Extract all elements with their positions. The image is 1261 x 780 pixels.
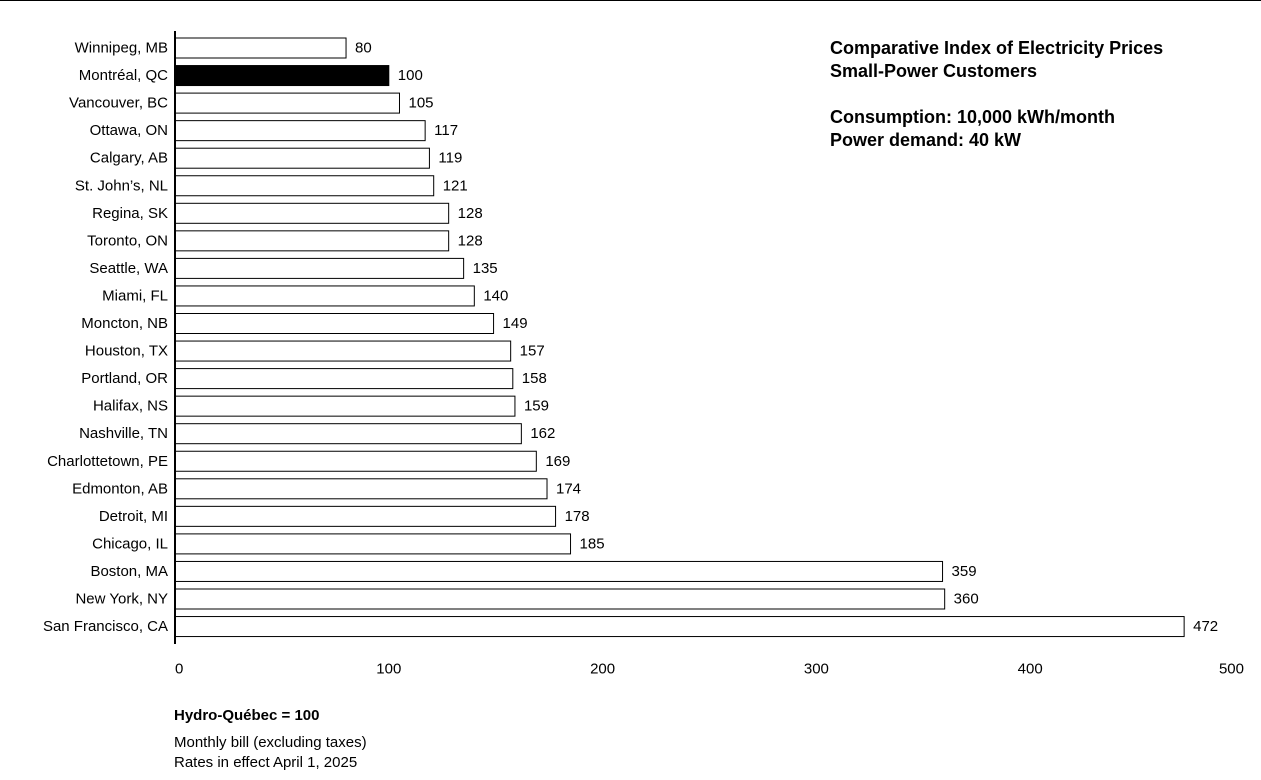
bar-chicago-il xyxy=(174,533,572,555)
bar-montreal-qc xyxy=(174,65,390,87)
category-label-toronto-on: Toronto, ON xyxy=(87,232,168,249)
footer-line-rates: Rates in effect April 1, 2025 xyxy=(174,754,358,771)
value-label-san-francisco-ca: 472 xyxy=(1193,618,1218,635)
value-label-chicago-il: 185 xyxy=(580,535,605,552)
bar-ottawa-on xyxy=(174,120,426,142)
bar-nashville-tn xyxy=(174,423,522,445)
x-tick-labels: 0 100 200 300 400 500 xyxy=(175,661,1244,678)
value-label-houston-tx: 157 xyxy=(520,343,545,360)
category-label-vancouver-bc: Vancouver, BC xyxy=(69,95,168,112)
category-label-montreal-qc: Montréal, QC xyxy=(79,67,168,84)
bars-group xyxy=(174,37,1185,638)
category-label-halifax-ns: Halifax, NS xyxy=(93,398,168,415)
value-label-nashville-tn: 162 xyxy=(530,425,555,442)
value-label-new-york-ny: 360 xyxy=(954,591,979,608)
bar-boston-ma xyxy=(174,560,944,582)
bar-san-francisco-ca xyxy=(174,616,1185,638)
category-label-new-york-ny: New York, NY xyxy=(75,591,168,608)
value-label-charlottetown-pe: 169 xyxy=(545,453,570,470)
bar-regina-sk xyxy=(174,202,450,224)
value-label-miami-fl: 140 xyxy=(483,287,508,304)
category-label-miami-fl: Miami, FL xyxy=(102,287,168,304)
bar-moncton-nb xyxy=(174,313,495,334)
value-label-toronto-on: 128 xyxy=(458,232,483,249)
x-tick-label-300: 300 xyxy=(804,661,829,678)
bar-new-york-ny xyxy=(174,588,946,610)
category-label-portland-or: Portland, OR xyxy=(81,370,168,387)
value-label-ottawa-on: 117 xyxy=(434,122,458,139)
category-label-san-francisco-ca: San Francisco, CA xyxy=(43,618,168,635)
bar-halifax-ns xyxy=(174,395,516,417)
value-label-vancouver-bc: 105 xyxy=(408,95,433,112)
chart-title-block: Comparative Index of Electricity Prices … xyxy=(830,37,1258,152)
value-label-portland-or: 158 xyxy=(522,370,547,387)
value-label-st-john-s-nl: 121 xyxy=(443,177,468,194)
x-tick-label-400: 400 xyxy=(1018,661,1043,678)
x-tick-label-0: 0 xyxy=(175,661,183,678)
bar-charlottetown-pe xyxy=(174,450,537,472)
x-tick-label-200: 200 xyxy=(590,661,615,678)
category-label-winnipeg-mb: Winnipeg, MB xyxy=(75,40,168,57)
category-label-houston-tx: Houston, TX xyxy=(85,343,168,360)
category-label-moncton-nb: Moncton, NB xyxy=(81,315,168,332)
category-label-charlottetown-pe: Charlottetown, PE xyxy=(47,453,168,470)
value-label-detroit-mi: 178 xyxy=(565,508,590,525)
footer-line-bill: Monthly bill (excluding taxes) xyxy=(174,734,367,751)
category-label-ottawa-on: Ottawa, ON xyxy=(90,122,168,139)
category-label-seattle-wa: Seattle, WA xyxy=(89,260,168,277)
category-label-nashville-tn: Nashville, TN xyxy=(79,425,168,442)
chart-subtitle: Small-Power Customers xyxy=(830,61,1038,81)
value-label-winnipeg-mb: 80 xyxy=(355,40,372,57)
value-label-boston-ma: 359 xyxy=(952,563,977,580)
category-label-st-john-s-nl: St. John’s, NL xyxy=(75,177,168,194)
value-label-seattle-wa: 135 xyxy=(473,260,498,277)
consumption-annotation: Consumption: 10,000 kWh/month xyxy=(830,107,1116,127)
category-labels: Winnipeg, MB Montréal, QC Vancouver, BC Ott… xyxy=(43,40,168,636)
value-label-calgary-ab: 119 xyxy=(438,150,462,167)
bar-winnipeg-mb xyxy=(174,37,347,59)
category-label-calgary-ab: Calgary, AB xyxy=(90,150,168,167)
footer-notes: Hydro-Québec = 100 Monthly bill (excludi… xyxy=(174,706,774,773)
x-tick-label-500: 500 xyxy=(1219,661,1244,678)
bar-st-john-s-nl xyxy=(174,175,435,197)
x-tick-label-100: 100 xyxy=(376,661,401,678)
bar-miami-fl xyxy=(174,285,475,307)
category-label-regina-sk: Regina, SK xyxy=(92,205,168,222)
chart-title: Comparative Index of Electricity Prices xyxy=(830,38,1164,58)
category-label-chicago-il: Chicago, IL xyxy=(92,535,168,552)
value-label-regina-sk: 128 xyxy=(458,205,483,222)
bar-calgary-ab xyxy=(174,147,430,169)
bar-seattle-wa xyxy=(174,257,465,279)
bar-detroit-mi xyxy=(174,505,557,527)
value-label-montreal-qc: 100 xyxy=(398,67,423,84)
title-spacer xyxy=(830,83,1258,106)
bar-houston-tx xyxy=(174,340,512,362)
category-label-boston-ma: Boston, MA xyxy=(90,563,168,580)
power-demand-annotation: Power demand: 40 kW xyxy=(830,130,1022,150)
category-label-detroit-mi: Detroit, MI xyxy=(99,508,168,525)
category-label-edmonton-ab: Edmonton, AB xyxy=(72,480,168,497)
value-label-halifax-ns: 159 xyxy=(524,398,549,415)
bar-vancouver-bc xyxy=(174,92,400,114)
bar-edmonton-ab xyxy=(174,478,548,500)
bar-toronto-on xyxy=(174,230,450,252)
bar-portland-or xyxy=(174,368,514,390)
value-label-moncton-nb: 149 xyxy=(503,315,528,332)
top-rule xyxy=(0,0,1261,1)
value-label-edmonton-ab: 174 xyxy=(556,480,581,497)
footer-heading: Hydro-Québec = 100 xyxy=(174,707,320,724)
